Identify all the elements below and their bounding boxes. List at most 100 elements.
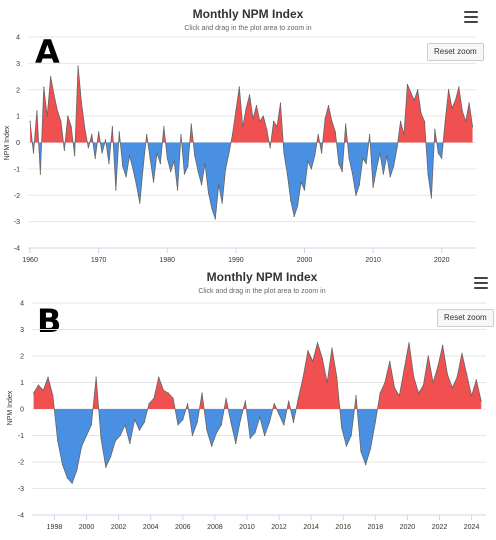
data-point: [355, 395, 357, 397]
data-point: [327, 104, 330, 107]
data-point: [442, 344, 444, 346]
data-point: [245, 107, 247, 109]
data-point: [413, 376, 415, 378]
data-point: [134, 419, 136, 421]
y-tick-label: 3: [20, 327, 24, 334]
data-point: [249, 94, 251, 96]
data-point: [218, 184, 220, 186]
data-point: [403, 368, 405, 370]
chart-title: Monthly NPM Index: [207, 270, 318, 284]
reset-zoom-button[interactable]: Reset zoom: [437, 309, 494, 327]
data-point: [326, 381, 328, 384]
data-point: [194, 155, 196, 157]
data-point: [46, 115, 48, 117]
y-tick-label: -3: [14, 219, 20, 226]
data-point: [87, 147, 89, 149]
data-point: [269, 147, 271, 149]
y-tick-label: 2: [20, 354, 24, 361]
data-point: [466, 373, 468, 376]
data-point: [324, 118, 326, 120]
data-point: [207, 192, 210, 194]
data-point: [231, 133, 234, 136]
data-point: [446, 373, 449, 376]
npm-index-chart-a[interactable]: Monthly NPM Index Click and drag in the …: [0, 0, 496, 270]
y-tick-label: 0: [20, 407, 24, 414]
data-point: [129, 442, 131, 445]
hamburger-menu-icon[interactable]: [474, 277, 488, 289]
data-point: [60, 120, 62, 122]
npm-index-chart-b[interactable]: Monthly NPM Index Click and drag in the …: [0, 270, 496, 540]
data-point: [211, 207, 213, 210]
x-tick-label: 2010: [365, 257, 381, 264]
x-tick-label: 2000: [79, 524, 95, 531]
data-point: [39, 173, 41, 175]
data-point: [177, 424, 179, 426]
data-point: [297, 205, 299, 207]
y-tick-label: 1: [16, 114, 20, 121]
data-point: [302, 376, 304, 378]
data-point: [351, 173, 354, 175]
data-point: [70, 126, 72, 128]
data-point: [252, 118, 254, 120]
data-point: [242, 126, 244, 128]
data-point: [47, 376, 49, 378]
data-point: [408, 342, 410, 344]
data-point: [108, 163, 110, 165]
data-point: [225, 397, 227, 399]
data-point: [310, 168, 312, 170]
data-point: [290, 199, 292, 202]
data-point: [451, 387, 453, 389]
y-tick-label: -1: [14, 166, 20, 173]
data-point: [122, 165, 124, 167]
hamburger-menu-icon[interactable]: [464, 11, 478, 23]
reset-zoom-button[interactable]: Reset zoom: [427, 43, 484, 61]
data-point: [334, 131, 336, 133]
data-point: [418, 392, 420, 394]
data-point: [104, 139, 107, 141]
data-point: [375, 168, 378, 170]
data-point: [307, 350, 309, 352]
data-point: [206, 429, 208, 431]
data-point: [341, 426, 343, 429]
data-point: [235, 110, 237, 112]
data-point: [197, 170, 199, 173]
data-point: [98, 131, 100, 133]
panel-label-a: A: [35, 33, 60, 71]
data-point: [316, 342, 319, 344]
data-point: [297, 397, 299, 399]
data-point: [264, 434, 266, 437]
data-point: [386, 155, 388, 157]
data-point: [283, 424, 285, 426]
data-point: [114, 440, 117, 442]
y-tick-label: 1: [20, 380, 24, 387]
data-point: [50, 75, 52, 78]
data-point: [249, 437, 251, 439]
data-point: [266, 128, 268, 130]
data-point: [458, 86, 460, 88]
data-point: [398, 395, 400, 397]
data-point: [37, 384, 40, 386]
data-point: [437, 152, 439, 154]
data-point: [307, 160, 309, 162]
data-point: [153, 397, 155, 399]
data-point: [187, 165, 189, 167]
data-point: [191, 434, 194, 437]
data-point: [173, 160, 175, 162]
data-point: [230, 421, 232, 423]
data-point: [413, 99, 415, 101]
data-point: [80, 102, 83, 104]
x-tick-label: 2022: [432, 524, 448, 531]
data-point: [159, 163, 162, 165]
data-point: [42, 389, 44, 392]
data-point: [105, 466, 107, 468]
x-tick-label: 1970: [91, 257, 107, 264]
data-point: [244, 400, 246, 402]
data-point: [470, 395, 473, 397]
data-point: [57, 440, 59, 442]
data-point: [170, 170, 172, 173]
data-point: [268, 421, 271, 423]
y-tick-label: -1: [18, 433, 24, 440]
data-point: [259, 416, 261, 418]
data-point: [288, 400, 290, 402]
data-point: [456, 376, 458, 378]
